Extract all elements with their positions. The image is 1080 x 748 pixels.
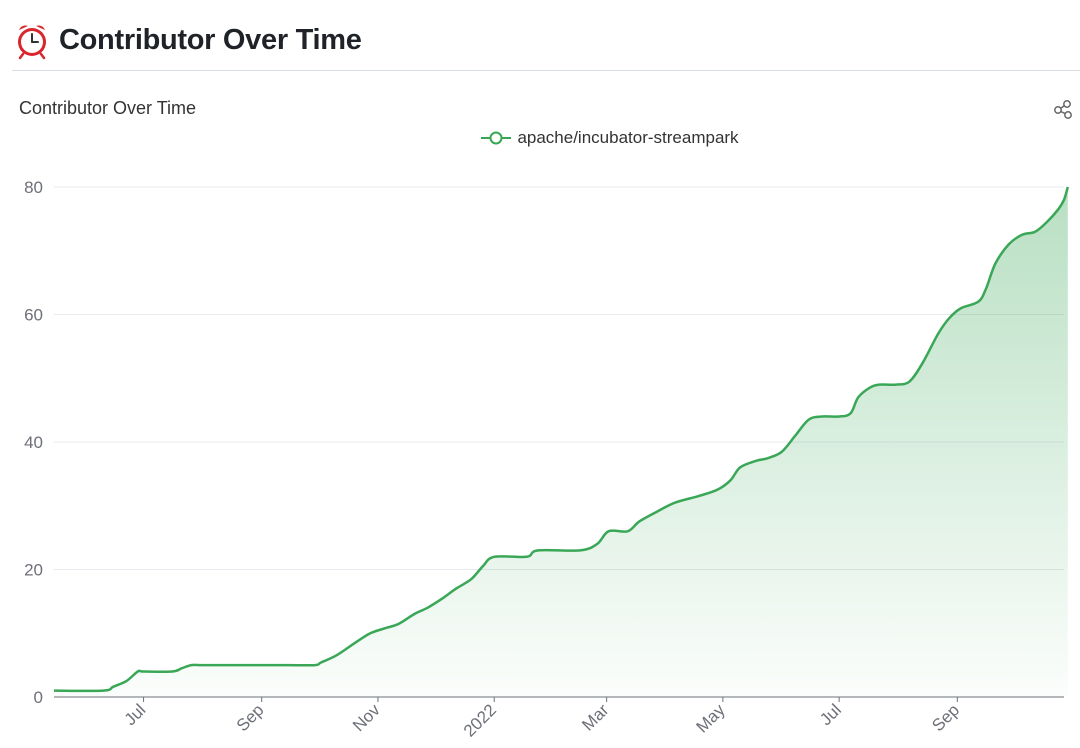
alarm-clock-icon [18, 25, 46, 60]
y-tick-label: 40 [24, 433, 43, 452]
share-icon[interactable] [1052, 99, 1074, 121]
series-area [54, 187, 1068, 697]
x-tick-label: Sep [928, 700, 963, 735]
series-layer [53, 186, 1070, 697]
page-title: Contributor Over Time [12, 18, 362, 62]
chart-title: Contributor Over Time [19, 98, 197, 118]
y-tick-label: 20 [24, 561, 43, 580]
x-tick-label: Jul [816, 700, 845, 729]
chart-plot: 0 20 40 60 80 Jul Sep Nov 2022 Mar May Jul Sep [24, 178, 1070, 741]
chart-container: Contributor Over Time apache/incubator-s… [0, 72, 1080, 748]
chart-legend: apache/incubator-streampark [0, 128, 1080, 148]
x-axis: Jul Sep Nov 2022 Mar May Jul Sep [54, 696, 1064, 741]
series-line[interactable] [53, 186, 1070, 693]
y-axis: 0 20 40 60 80 [24, 178, 43, 707]
legend-item-series[interactable]: apache/incubator-streampark [481, 128, 739, 148]
page-header: Contributor Over Time [0, 0, 1080, 71]
page-title-text: Contributor Over Time [59, 23, 362, 56]
x-tick-label: Mar [578, 700, 612, 734]
legend-line-circle-icon [481, 131, 512, 145]
y-tick-label: 60 [24, 306, 43, 325]
header-divider [12, 70, 1080, 71]
y-tick-label: 0 [34, 688, 43, 707]
legend-label: apache/incubator-streampark [517, 128, 739, 147]
x-tick-label: Jul [121, 700, 150, 729]
x-tick-label: May [693, 700, 729, 736]
x-tick-label: Nov [349, 700, 384, 735]
x-tick-label: Sep [233, 700, 268, 735]
y-tick-label: 80 [24, 178, 43, 197]
x-tick-label: 2022 [460, 700, 500, 740]
